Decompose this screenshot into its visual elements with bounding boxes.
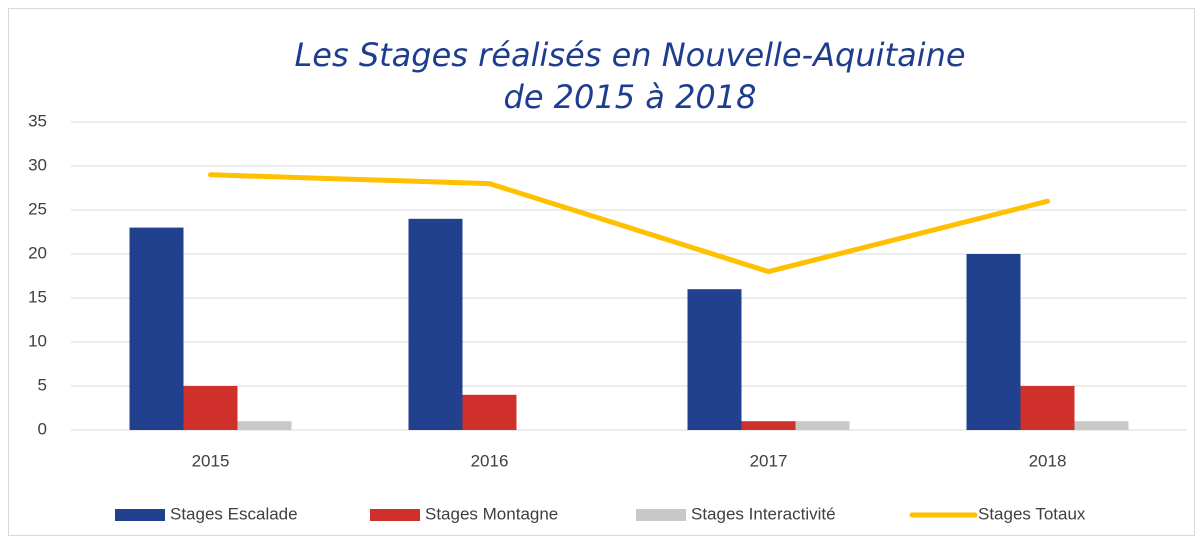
bar <box>183 386 238 430</box>
bar <box>129 227 184 430</box>
bar <box>1074 421 1129 430</box>
bar <box>462 394 517 430</box>
x-tick-label: 2015 <box>192 451 230 470</box>
x-tick-label: 2018 <box>1029 451 1067 470</box>
legend-label: Stages Montagne <box>425 504 558 523</box>
y-tick-label: 0 <box>38 419 47 438</box>
y-tick-label: 25 <box>28 199 47 218</box>
bar <box>741 421 796 430</box>
bar <box>687 289 742 430</box>
bar <box>795 421 850 430</box>
y-tick-label: 35 <box>28 111 47 130</box>
y-tick-label: 10 <box>28 331 47 350</box>
legend-swatch <box>370 509 420 521</box>
legend-label: Stages Escalade <box>170 504 298 523</box>
chart-title: Les Stages réalisés en Nouvelle-Aquitain… <box>294 36 965 74</box>
line <box>208 172 1050 275</box>
bar <box>237 421 292 430</box>
y-tick-label: 30 <box>28 155 47 174</box>
legend-swatch <box>115 509 165 521</box>
bar <box>1020 386 1075 430</box>
y-tick-label: 5 <box>38 375 47 394</box>
x-tick-label: 2017 <box>750 451 788 470</box>
y-tick-label: 20 <box>28 243 47 262</box>
chart-title: de 2015 à 2018 <box>504 78 757 116</box>
legend-swatch <box>636 509 686 521</box>
bar <box>966 254 1021 430</box>
y-tick-label: 15 <box>28 287 47 306</box>
legend-label: Stages Interactivité <box>691 504 836 523</box>
bar <box>408 218 463 430</box>
legend-label: Stages Totaux <box>978 504 1086 523</box>
x-tick-label: 2016 <box>471 451 509 470</box>
